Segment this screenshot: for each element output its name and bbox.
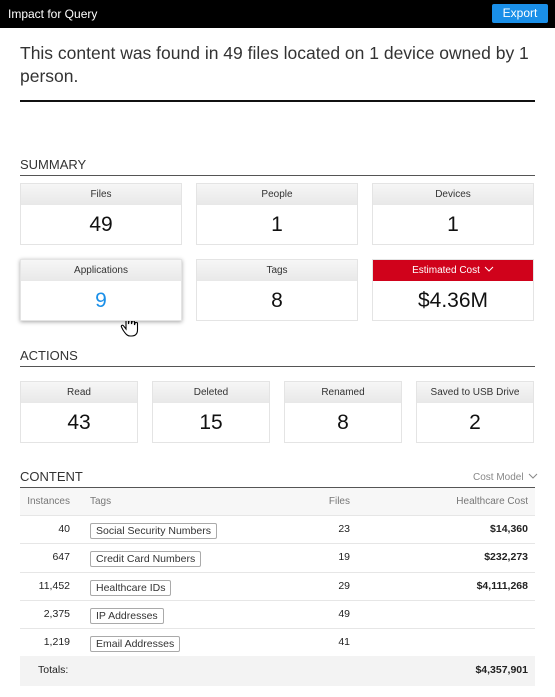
card-header: People: [197, 184, 357, 205]
tag-chip: Credit Card Numbers: [90, 551, 202, 568]
card-value: 15: [199, 411, 223, 434]
card-header: Saved to USB Drive: [417, 382, 533, 403]
row-divider: [20, 628, 535, 630]
totals-value: $4,357,901: [475, 664, 528, 676]
stat-card[interactable]: Read 43: [20, 381, 138, 443]
export-button[interactable]: Export: [492, 4, 548, 23]
instances-cell: 40: [58, 523, 70, 535]
files-cell: 49: [338, 607, 350, 620]
card-label: Tags: [266, 265, 288, 276]
column-header: Files: [328, 496, 350, 507]
section-title: SUMMARY: [20, 157, 87, 172]
card-label: People: [261, 189, 293, 200]
headline: This content was found in 49 files locat…: [20, 43, 529, 86]
card-value: 8: [271, 289, 283, 312]
totals-bg: [20, 656, 535, 686]
stat-card[interactable]: Files 49: [20, 183, 182, 245]
stat-card[interactable]: People 1: [196, 183, 358, 245]
files-cell: 23: [338, 523, 350, 535]
card-value: 8: [337, 411, 349, 434]
instances-cell: 2,375: [43, 607, 70, 620]
stat-card[interactable]: Renamed 8: [284, 381, 402, 443]
card-header: Read: [21, 382, 137, 403]
tag-chip: IP Addresses: [90, 607, 164, 624]
card-value: 1: [447, 213, 459, 236]
card-value: 43: [67, 411, 91, 434]
card-value: 49: [89, 213, 113, 236]
dropdown-label: Cost Model: [473, 472, 524, 483]
card-value: $4.36M: [417, 289, 489, 312]
column-header: Instances: [27, 496, 70, 507]
stat-card[interactable]: Estimated Cost $4.36M: [372, 259, 534, 321]
row-divider: [20, 599, 535, 601]
column-header: Tags: [90, 496, 112, 507]
card-header: Tags: [197, 260, 357, 281]
card-header: Applications: [21, 260, 181, 281]
section-rule: [20, 175, 535, 176]
table-header-bg: [20, 488, 535, 515]
tag-chip: Email Addresses: [90, 636, 181, 653]
stat-card[interactable]: Saved to USB Drive 2: [416, 381, 534, 443]
card-label: Renamed: [321, 387, 365, 398]
card-label: Deleted: [193, 387, 229, 398]
stat-card[interactable]: Devices 1: [372, 183, 534, 245]
section-rule: [20, 366, 535, 367]
files-cell: 19: [338, 551, 350, 564]
section-title: ACTIONS: [20, 348, 78, 363]
stat-card[interactable]: Tags 8: [196, 259, 358, 321]
card-value: 9: [95, 289, 107, 312]
card-label: Devices: [435, 189, 471, 200]
instances-cell: 11,452: [38, 579, 70, 592]
card-label: Estimated Cost: [412, 265, 480, 276]
window-title: Impact for Query: [8, 7, 98, 21]
divider: [20, 100, 535, 102]
row-divider: [20, 515, 535, 516]
card-label: Read: [67, 387, 91, 398]
totals-label: Totals:: [38, 664, 69, 676]
tag-cell: Healthcare IDs: [90, 578, 172, 596]
cost-cell: $14,360: [490, 523, 528, 535]
card-header: Estimated Cost: [373, 260, 533, 281]
instances-cell: 647: [52, 551, 70, 564]
stat-card[interactable]: Applications 9: [20, 259, 182, 321]
card-header: Files: [21, 184, 181, 205]
cost-cell: $232,273: [484, 551, 528, 564]
cost-cell: $4,111,268: [476, 579, 528, 592]
instances-cell: 1,219: [43, 636, 70, 649]
files-cell: 29: [338, 579, 350, 592]
tag-chip: Healthcare IDs: [90, 579, 172, 596]
top-bar: [0, 0, 555, 28]
card-label: Files: [90, 189, 112, 200]
card-value: 2: [469, 411, 481, 434]
chevron: [484, 266, 494, 272]
section-title: CONTENT: [20, 469, 83, 484]
tag-chip: Social Security Numbers: [90, 523, 217, 539]
column-header: Healthcare Cost: [456, 496, 528, 507]
tag-cell: Credit Card Numbers: [90, 549, 202, 568]
card-label: Applications: [74, 265, 128, 276]
chevron: [529, 473, 538, 479]
card-header: Deleted: [153, 382, 269, 403]
tag-cell: IP Addresses: [90, 606, 164, 624]
row-divider: [20, 543, 535, 545]
card-label: Saved to USB Drive: [430, 387, 520, 398]
stat-card[interactable]: Deleted 15: [152, 381, 270, 443]
card-header: Devices: [373, 184, 533, 205]
card-header: Renamed: [285, 382, 401, 403]
row-divider: [20, 571, 535, 573]
cost-model-dropdown[interactable]: Cost Model: [473, 472, 538, 483]
card-value: 1: [271, 213, 283, 236]
files-cell: 41: [338, 636, 350, 649]
section-rule: [20, 487, 535, 488]
tag-cell: Email Addresses: [90, 634, 181, 653]
tag-cell: Social Security Numbers: [90, 521, 217, 539]
